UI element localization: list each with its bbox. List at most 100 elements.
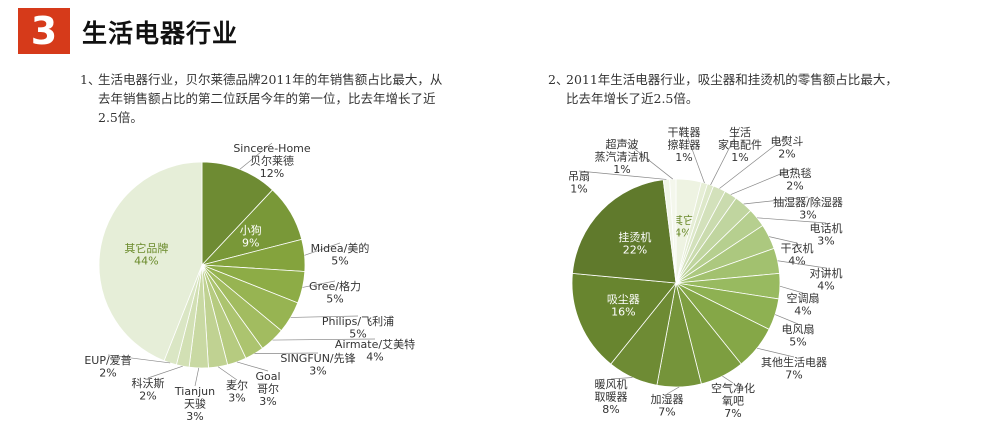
pie1-slice-15 xyxy=(571,272,677,365)
pie1-leader-line-3 xyxy=(719,135,788,189)
pie1-slice-2-label: 生活 xyxy=(729,125,751,139)
pie1-leader-line-12 xyxy=(722,375,734,384)
pie1-slice-14-label: 暖风机 xyxy=(595,377,628,391)
pie1-slice-7-percent: 4% xyxy=(788,255,805,268)
pie1-slice-16-label: 挂烫机 xyxy=(618,230,651,244)
pie0-slice-0-percent: 12% xyxy=(260,167,284,180)
pie0-slice-10-label: 科沃斯 xyxy=(132,376,165,390)
pie1-leader-line-1 xyxy=(683,126,705,184)
pie0-slice-7-label: 哥尔 xyxy=(257,383,279,396)
pie1-slice-15-label: 吸尘器 xyxy=(607,293,640,306)
pie0-slice-11-label: EUP/爱普 xyxy=(84,353,131,367)
pie0-slice-8-label: 麦尔 xyxy=(226,379,248,392)
note-1: 1、 生活电器行业，贝尔莱德品牌2011年的年销售额占比最大，从去年销售额占比的… xyxy=(80,70,448,127)
pie0-slice-2-percent: 5% xyxy=(331,255,348,268)
pie1-slice-9-percent: 4% xyxy=(794,305,811,318)
pie0-leader-line-11 xyxy=(107,354,171,364)
pie1-slice-13-percent: 7% xyxy=(658,406,675,419)
pie1-slice-12-label: 空气净化 xyxy=(711,381,755,395)
section-number-badge: 3 xyxy=(18,8,70,54)
pie1-slice-6-label: 电话机 xyxy=(810,221,843,235)
pie0-slice-3-percent: 5% xyxy=(326,293,343,306)
pie1-slice-16-percent: 22% xyxy=(623,243,647,256)
pie1-slice-12-label: 氧吧 xyxy=(722,394,744,408)
note-2-number: 2、 xyxy=(548,72,569,87)
pie1-slice-14-percent: 8% xyxy=(602,403,619,416)
pie0-slice-5-label: Airmate/艾美特 xyxy=(335,337,415,351)
pie0-slice-12 xyxy=(98,161,203,362)
pie1-slice-16 xyxy=(572,179,677,284)
pie1-slice-5-percent: 3% xyxy=(799,209,816,222)
pie1-slice-9-label: 空调扇 xyxy=(787,291,820,305)
note-1-number: 1、 xyxy=(80,72,101,87)
pie0-slice-8-percent: 3% xyxy=(228,392,245,405)
pie1-slice-18-percent: 1% xyxy=(613,163,630,176)
pie0-leader-line-10 xyxy=(147,365,183,379)
pie0-slice-6-label: SINGFUN/先锋 xyxy=(280,352,355,365)
pie1-slice-13-label: 加湿器 xyxy=(651,393,684,406)
pie0-leader-line-2 xyxy=(304,242,341,256)
pie1-slice-17-percent: 1% xyxy=(570,183,587,196)
pie1-leader-line-18 xyxy=(621,138,674,180)
pie0-slice-0 xyxy=(201,161,274,267)
pie0-slice-9-percent: 3% xyxy=(186,410,203,423)
pie1-slice-8-label: 对讲机 xyxy=(810,266,843,280)
note-1-text: 生活电器行业，贝尔莱德品牌2011年的年销售额占比最大，从去年销售额占比的第二位… xyxy=(98,72,443,125)
pie1-slice-4-label: 电热毯 xyxy=(779,166,812,180)
pie1-slice-14-label: 取暖器 xyxy=(595,391,628,404)
pie0-slice-7-label: Goal xyxy=(255,370,280,383)
pie1-slice-8-percent: 4% xyxy=(817,280,834,293)
pie1-leader-line-2 xyxy=(710,126,741,186)
pie1-leader-line-6 xyxy=(756,217,827,224)
pie0-slice-10-percent: 2% xyxy=(139,390,156,403)
pie1-slice-15-percent: 16% xyxy=(611,306,635,319)
pie0-slice-4-percent: 5% xyxy=(349,328,366,341)
pie1-slice-18-label: 蒸汽清洁机 xyxy=(595,150,650,164)
pie0-slice-12-label: 其它品牌 xyxy=(124,241,168,255)
pie1-slice-1-label: 擦鞋器 xyxy=(668,138,701,152)
pie1-slice-1-label: 干鞋器 xyxy=(668,125,701,139)
pie0-slice-9-label: Tianjun xyxy=(174,385,215,398)
pie1-leader-line-17 xyxy=(578,170,667,180)
pie1-slice-6-percent: 3% xyxy=(817,235,834,248)
pie1-slice-18-label: 超声波 xyxy=(606,137,639,151)
pie1-slice-1-percent: 1% xyxy=(675,151,692,164)
note-2: 2、 2011年生活电器行业，吸尘器和挂烫机的零售额占比最大，比去年增长了近2.… xyxy=(548,70,908,108)
pie0-leader-line-8 xyxy=(217,366,238,381)
pie0-leader-line-7 xyxy=(236,361,269,372)
pie0-slice-0-label: 贝尔莱德 xyxy=(250,154,294,168)
pie0-leader-line-9 xyxy=(194,367,200,387)
pie0-leader-line-6 xyxy=(254,352,319,355)
pie0-slice-4-label: Philips/飞利浦 xyxy=(322,315,394,328)
pie0-leader-line-3 xyxy=(302,280,336,288)
pie1-leader-line-9 xyxy=(779,285,804,294)
pie0-slice-3-label: Gree/格力 xyxy=(309,279,361,293)
pie1-slice-11-percent: 7% xyxy=(785,369,802,382)
pie1-slice-10-percent: 5% xyxy=(789,336,806,349)
pie1-slice-2-label: 家电配件 xyxy=(718,138,762,152)
pie1-slice-5-label: 抽湿器/除湿器 xyxy=(773,195,843,209)
pie1-leader-line-11 xyxy=(756,347,795,358)
pie0-slice-7-percent: 3% xyxy=(259,395,276,408)
pie1-leader-line-5 xyxy=(743,196,809,205)
section-title: 生活电器行业 xyxy=(82,19,239,48)
pie1-leader-line-7 xyxy=(769,236,798,244)
pie1-leader-line-10 xyxy=(774,314,799,325)
pie1-slice-17-label: 吊扇 xyxy=(568,169,590,183)
pie0-slice-6-percent: 3% xyxy=(309,365,326,378)
pie1-slice-0-label: 其它 xyxy=(672,213,694,227)
pie0-slice-1-label: 小狗 xyxy=(240,224,262,237)
pie1-slice-12-percent: 7% xyxy=(724,407,741,420)
pie0-slice-5-percent: 4% xyxy=(366,351,383,364)
pie0-leader-line-0 xyxy=(239,142,273,170)
pie1-slice-2-percent: 1% xyxy=(731,151,748,164)
pie0-leader-line-4 xyxy=(290,315,359,318)
pie1-leader-line-14 xyxy=(610,377,633,380)
pie0-slice-0-label: Sincere-Home xyxy=(233,142,311,155)
pie1-slice-3-label: 电熨斗 xyxy=(771,134,804,148)
note-2-text: 2011年生活电器行业，吸尘器和挂烫机的零售额占比最大，比去年增长了近2.5倍。 xyxy=(566,72,898,106)
pie1-slice-7-label: 干衣机 xyxy=(781,241,814,255)
pie0-slice-1-percent: 9% xyxy=(242,236,259,249)
pie1-slice-4-percent: 2% xyxy=(786,180,803,193)
